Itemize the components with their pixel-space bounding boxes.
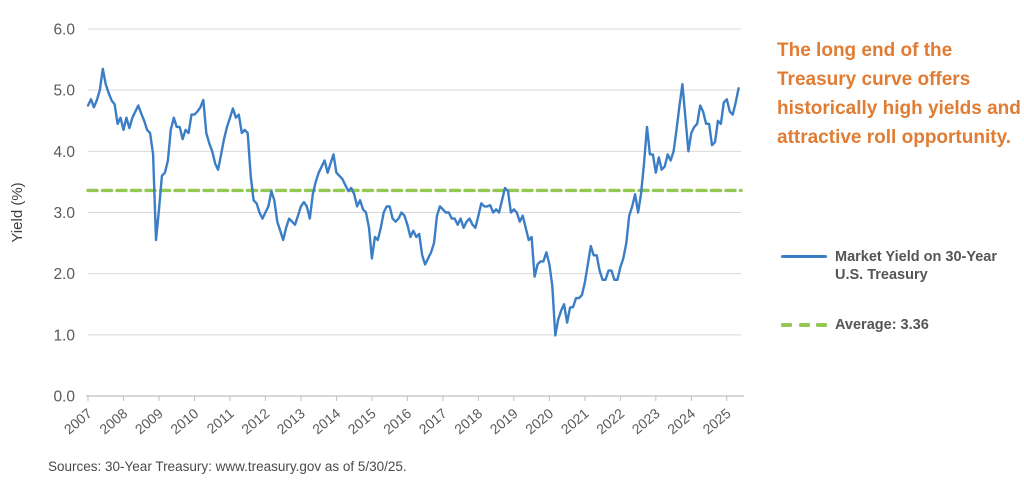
y-axis-tick-label: 5.0: [53, 83, 75, 100]
x-axis-tick-label: 2013: [274, 405, 308, 437]
x-axis-tick-label: 2024: [664, 405, 698, 437]
x-axis-tick-label: 2016: [380, 405, 414, 437]
y-axis-tick-label: 3.0: [53, 205, 75, 222]
x-axis-tick-label: 2012: [238, 405, 272, 437]
x-axis-tick-label: 2017: [416, 405, 450, 437]
x-axis-tick-label: 2008: [96, 405, 130, 437]
legend-item-average: Average: 3.36: [781, 316, 1021, 334]
y-axis-tick-label: 6.0: [53, 22, 75, 39]
y-axis-tick-label: 1.0: [53, 327, 75, 344]
y-axis-title: Yield (%): [9, 182, 26, 242]
x-axis-tick-label: 2025: [700, 405, 734, 437]
x-axis-tick-label: 2014: [309, 405, 343, 437]
series-line-market-yield: [86, 67, 740, 337]
blue-line-marker: [781, 255, 827, 258]
x-axis-tick-label: 2015: [345, 405, 379, 437]
callout-text: The long end of the Treasury curve offer…: [777, 40, 1021, 148]
x-axis-tick-label: 2019: [487, 405, 521, 437]
green-dashed-marker: [781, 323, 827, 327]
x-axis-tick-label: 2010: [167, 405, 201, 437]
x-axis-tick-label: 2011: [204, 405, 238, 437]
y-axis-tick-label: 0.0: [53, 389, 75, 406]
x-axis-tick-label: 2023: [629, 405, 663, 437]
x-axis-tick-label: 2022: [593, 405, 627, 437]
x-axis-tick-label: 2020: [522, 405, 556, 437]
legend-label-average: Average: 3.36: [835, 317, 929, 333]
x-axis-tick-label: 2021: [558, 405, 592, 437]
y-axis-tick-label: 2.0: [53, 266, 75, 283]
y-axis-tick-label: 4.0: [53, 144, 75, 161]
legend-item-market-yield: Market Yield on 30-Year U.S. Treasury: [781, 248, 1021, 284]
x-axis-tick-label: 2018: [451, 405, 485, 437]
source-note: Sources: 30-Year Treasury: www.treasury.…: [48, 459, 407, 474]
x-axis-tick-label: 2009: [132, 405, 166, 437]
legend: Market Yield on 30-Year U.S. Treasury Av…: [781, 248, 1021, 334]
legend-label-market-yield: Market Yield on 30-Year U.S. Treasury: [835, 249, 997, 283]
x-axis-tick-label: 2007: [61, 405, 95, 437]
